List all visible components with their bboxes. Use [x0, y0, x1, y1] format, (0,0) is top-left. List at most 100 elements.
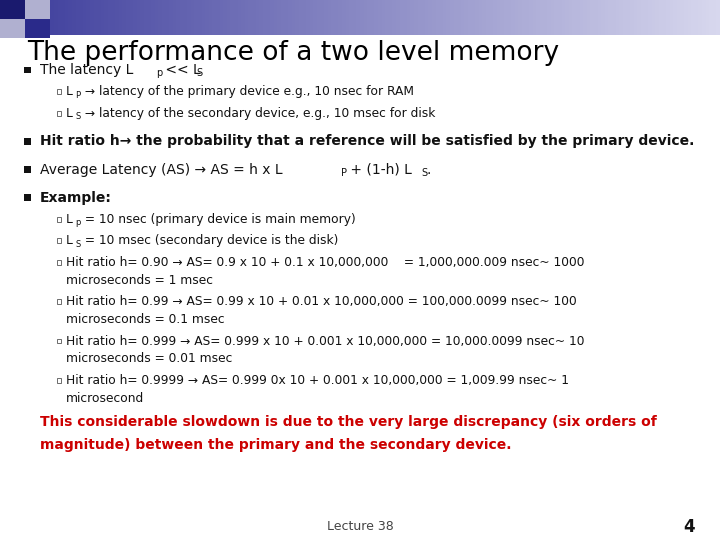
Text: Hit ratio h→ the probability that a reference will be satisfied by the primary d: Hit ratio h→ the probability that a refe… [40, 134, 694, 149]
Bar [670, 0, 673, 35]
Bar [396, 0, 400, 35]
Bar [68, 0, 72, 35]
Text: magnitude) between the primary and the secondary device.: magnitude) between the primary and the s… [40, 438, 511, 453]
Bar [22, 0, 25, 35]
Bar [57, 89, 61, 94]
Bar [450, 0, 454, 35]
Bar [191, 0, 194, 35]
Bar [583, 0, 587, 35]
Bar [36, 0, 40, 35]
Text: L: L [66, 107, 73, 120]
Bar [342, 0, 346, 35]
Bar [688, 0, 691, 35]
Bar [180, 0, 184, 35]
Bar [392, 0, 396, 35]
Bar [0, 0, 25, 19]
Text: microseconds = 1 msec: microseconds = 1 msec [66, 274, 213, 287]
Bar [691, 0, 695, 35]
Bar [306, 0, 310, 35]
Bar [266, 0, 270, 35]
Bar [288, 0, 292, 35]
Bar [356, 0, 360, 35]
Bar [270, 0, 274, 35]
Text: p: p [76, 218, 81, 227]
Bar [407, 0, 410, 35]
Text: 4: 4 [683, 517, 695, 536]
Text: Hit ratio h= 0.99 → AS= 0.99 x 10 + 0.01 x 10,000,000 = 100,000.0099 nsec~ 100: Hit ratio h= 0.99 → AS= 0.99 x 10 + 0.01… [66, 295, 577, 308]
Text: The performance of a two level memory: The performance of a two level memory [27, 40, 559, 66]
Bar [248, 0, 252, 35]
Bar [716, 0, 720, 35]
Bar [108, 0, 112, 35]
Bar [79, 0, 83, 35]
Text: This considerable slowdown is due to the very large discrepancy (six orders of: This considerable slowdown is due to the… [40, 415, 657, 429]
Bar [313, 0, 317, 35]
Text: = 10 msec (secondary device is the disk): = 10 msec (secondary device is the disk) [81, 234, 338, 247]
Bar [335, 0, 338, 35]
Bar [461, 0, 464, 35]
Bar [652, 0, 655, 35]
Bar [684, 0, 688, 35]
Bar [623, 0, 626, 35]
Bar [24, 166, 30, 173]
Bar [673, 0, 677, 35]
Bar [104, 0, 108, 35]
Bar [162, 0, 166, 35]
Bar [137, 0, 140, 35]
Bar [281, 0, 284, 35]
Bar [338, 0, 342, 35]
Bar [25, 0, 50, 19]
Text: L: L [66, 234, 73, 247]
Bar [637, 0, 641, 35]
Text: .: . [426, 163, 431, 177]
Bar [292, 0, 295, 35]
Bar [176, 0, 180, 35]
Bar [378, 0, 382, 35]
Bar [432, 0, 436, 35]
Bar [274, 0, 277, 35]
Bar [472, 0, 475, 35]
Bar [256, 0, 259, 35]
Bar [198, 0, 202, 35]
Text: L: L [66, 213, 73, 226]
Bar [644, 0, 648, 35]
Bar [328, 0, 331, 35]
Bar [515, 0, 518, 35]
Bar [468, 0, 472, 35]
Bar [119, 0, 122, 35]
Bar [508, 0, 511, 35]
Bar [40, 0, 43, 35]
Bar [57, 260, 61, 265]
Bar [439, 0, 443, 35]
Bar [479, 0, 482, 35]
Bar [353, 0, 356, 35]
Text: microseconds = 0.1 msec: microseconds = 0.1 msec [66, 313, 225, 326]
Bar [57, 339, 61, 343]
Bar [302, 0, 306, 35]
Bar [544, 0, 547, 35]
Bar [360, 0, 364, 35]
Bar [61, 0, 65, 35]
Bar [14, 0, 18, 35]
Bar [57, 111, 61, 116]
Bar [457, 0, 461, 35]
Bar [25, 0, 29, 35]
Bar [655, 0, 659, 35]
Bar [57, 217, 61, 222]
Bar [349, 0, 353, 35]
Bar [212, 0, 216, 35]
Bar [238, 0, 241, 35]
Bar [464, 0, 468, 35]
Bar [659, 0, 662, 35]
Bar [317, 0, 320, 35]
Bar [25, 19, 50, 38]
Bar [57, 299, 61, 304]
Bar [209, 0, 212, 35]
Bar [403, 0, 407, 35]
Bar [428, 0, 432, 35]
Text: S: S [421, 168, 428, 178]
Bar [706, 0, 709, 35]
Text: Hit ratio h= 0.9999 → AS= 0.999 0x 10 + 0.001 x 10,000,000 = 1,009.99 nsec~ 1: Hit ratio h= 0.9999 → AS= 0.999 0x 10 + … [66, 374, 570, 387]
Bar [97, 0, 101, 35]
Bar [385, 0, 389, 35]
